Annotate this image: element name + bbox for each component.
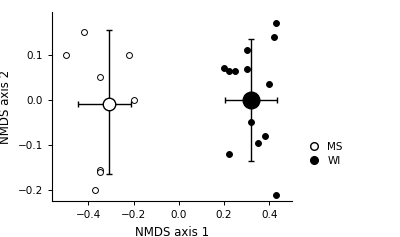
Point: [62, 53, 69, 57]
Point: [248, 121, 254, 124]
Point: [108, 100, 114, 104]
Point: [273, 193, 279, 196]
Point: [96, 75, 103, 79]
Point: [244, 67, 250, 71]
Point: [271, 35, 277, 39]
Point: [92, 188, 98, 192]
Point: [226, 69, 232, 73]
Y-axis label: NMDS axis 2: NMDS axis 2: [0, 70, 12, 144]
Point: [226, 152, 232, 156]
Point: [244, 48, 250, 52]
Point: [96, 168, 103, 172]
Point: [221, 66, 227, 70]
Point: [80, 30, 87, 34]
Point: [232, 69, 238, 73]
X-axis label: NMDS axis 1: NMDS axis 1: [135, 226, 209, 237]
Point: [126, 53, 132, 57]
Point: [96, 170, 103, 174]
Legend: MS, WI: MS, WI: [303, 142, 343, 166]
Point: [262, 134, 268, 138]
Point: [130, 98, 137, 102]
Point: [273, 21, 279, 25]
Point: [266, 82, 272, 86]
Point: [255, 141, 261, 145]
